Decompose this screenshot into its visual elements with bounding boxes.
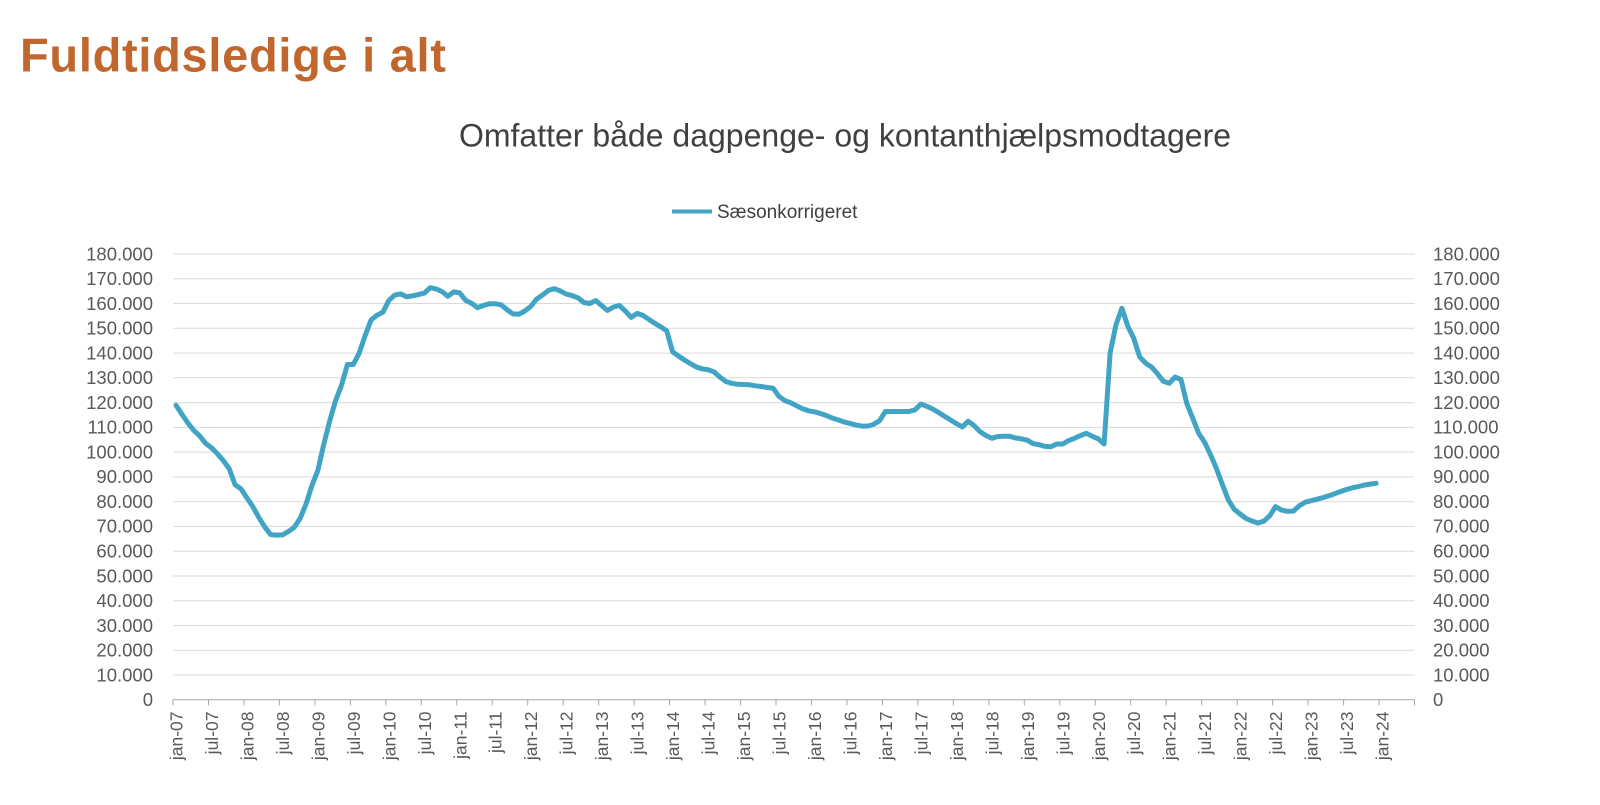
svg-text:jul-21: jul-21 xyxy=(1195,712,1215,756)
svg-text:jul-20: jul-20 xyxy=(1124,711,1144,755)
svg-text:jul-13: jul-13 xyxy=(628,712,648,756)
svg-text:jan-09: jan-09 xyxy=(308,712,328,762)
svg-text:jan-19: jan-19 xyxy=(1018,712,1038,762)
svg-text:30.000: 30.000 xyxy=(1433,615,1490,636)
svg-text:30.000: 30.000 xyxy=(96,615,153,636)
svg-text:jul-16: jul-16 xyxy=(841,712,861,756)
svg-text:jul-07: jul-07 xyxy=(202,712,222,756)
svg-text:jan-18: jan-18 xyxy=(947,712,967,762)
svg-text:20.000: 20.000 xyxy=(96,640,153,661)
svg-text:60.000: 60.000 xyxy=(1433,541,1490,562)
svg-text:jul-17: jul-17 xyxy=(911,712,931,756)
svg-text:120.000: 120.000 xyxy=(1433,392,1500,413)
svg-text:150.000: 150.000 xyxy=(1433,318,1500,339)
svg-text:90.000: 90.000 xyxy=(1433,466,1490,487)
svg-text:100.000: 100.000 xyxy=(1433,441,1500,462)
svg-text:Fuldtidsledige i alt: Fuldtidsledige i alt xyxy=(20,29,447,82)
svg-text:130.000: 130.000 xyxy=(86,367,153,388)
svg-text:110.000: 110.000 xyxy=(1433,417,1499,438)
svg-text:140.000: 140.000 xyxy=(86,342,153,363)
svg-text:50.000: 50.000 xyxy=(96,565,153,586)
svg-text:20.000: 20.000 xyxy=(1433,640,1490,661)
svg-text:jan-14: jan-14 xyxy=(663,711,683,761)
svg-text:170.000: 170.000 xyxy=(86,268,153,289)
svg-text:40.000: 40.000 xyxy=(96,590,153,611)
svg-text:jul-10: jul-10 xyxy=(415,711,435,755)
svg-text:180.000: 180.000 xyxy=(86,243,153,264)
svg-text:jul-22: jul-22 xyxy=(1266,712,1286,756)
svg-text:70.000: 70.000 xyxy=(96,516,153,537)
svg-text:150.000: 150.000 xyxy=(86,318,153,339)
svg-text:jan-17: jan-17 xyxy=(876,712,896,762)
svg-text:90.000: 90.000 xyxy=(96,466,153,487)
svg-text:50.000: 50.000 xyxy=(1433,565,1490,586)
svg-text:jul-18: jul-18 xyxy=(982,712,1002,756)
svg-text:100.000: 100.000 xyxy=(86,441,153,462)
svg-text:jan-15: jan-15 xyxy=(734,712,754,762)
svg-text:130.000: 130.000 xyxy=(1433,367,1500,388)
svg-text:180.000: 180.000 xyxy=(1433,243,1500,264)
svg-text:jan-10: jan-10 xyxy=(379,711,399,761)
svg-text:jan-11: jan-11 xyxy=(450,712,470,760)
svg-text:0: 0 xyxy=(1433,689,1443,710)
svg-text:140.000: 140.000 xyxy=(1433,342,1500,363)
svg-text:jan-13: jan-13 xyxy=(592,712,612,762)
svg-text:160.000: 160.000 xyxy=(1433,293,1500,314)
svg-text:jan-12: jan-12 xyxy=(521,712,541,762)
svg-text:Omfatter både dagpenge- og kon: Omfatter både dagpenge- og kontanthjælps… xyxy=(459,118,1231,154)
svg-text:60.000: 60.000 xyxy=(96,541,153,562)
svg-text:jan-24: jan-24 xyxy=(1373,711,1393,761)
svg-text:110.000: 110.000 xyxy=(88,417,154,438)
svg-text:80.000: 80.000 xyxy=(96,491,153,512)
svg-text:jan-16: jan-16 xyxy=(805,712,825,762)
svg-text:jul-09: jul-09 xyxy=(344,712,364,756)
svg-text:jul-23: jul-23 xyxy=(1337,712,1357,756)
svg-text:jul-08: jul-08 xyxy=(273,712,293,756)
svg-text:jan-22: jan-22 xyxy=(1231,712,1251,762)
svg-text:170.000: 170.000 xyxy=(1433,268,1500,289)
svg-text:10.000: 10.000 xyxy=(1433,664,1490,685)
svg-text:Sæsonkorrigeret: Sæsonkorrigeret xyxy=(717,202,858,223)
svg-text:120.000: 120.000 xyxy=(86,392,153,413)
svg-text:jan-07: jan-07 xyxy=(167,712,187,762)
svg-text:jul-19: jul-19 xyxy=(1053,712,1073,756)
svg-text:160.000: 160.000 xyxy=(86,293,153,314)
svg-text:jul-15: jul-15 xyxy=(770,712,790,756)
svg-text:40.000: 40.000 xyxy=(1433,590,1490,611)
svg-text:jan-20: jan-20 xyxy=(1089,711,1109,761)
svg-text:jul-11: jul-11 xyxy=(486,712,506,755)
svg-text:jan-21: jan-21 xyxy=(1160,712,1180,762)
svg-text:jul-14: jul-14 xyxy=(699,711,719,755)
svg-text:0: 0 xyxy=(143,689,153,710)
svg-text:70.000: 70.000 xyxy=(1433,516,1490,537)
svg-text:jul-12: jul-12 xyxy=(557,712,577,756)
svg-text:80.000: 80.000 xyxy=(1433,491,1490,512)
svg-text:10.000: 10.000 xyxy=(96,664,153,685)
svg-text:jan-23: jan-23 xyxy=(1302,712,1322,762)
svg-text:jan-08: jan-08 xyxy=(237,712,257,762)
